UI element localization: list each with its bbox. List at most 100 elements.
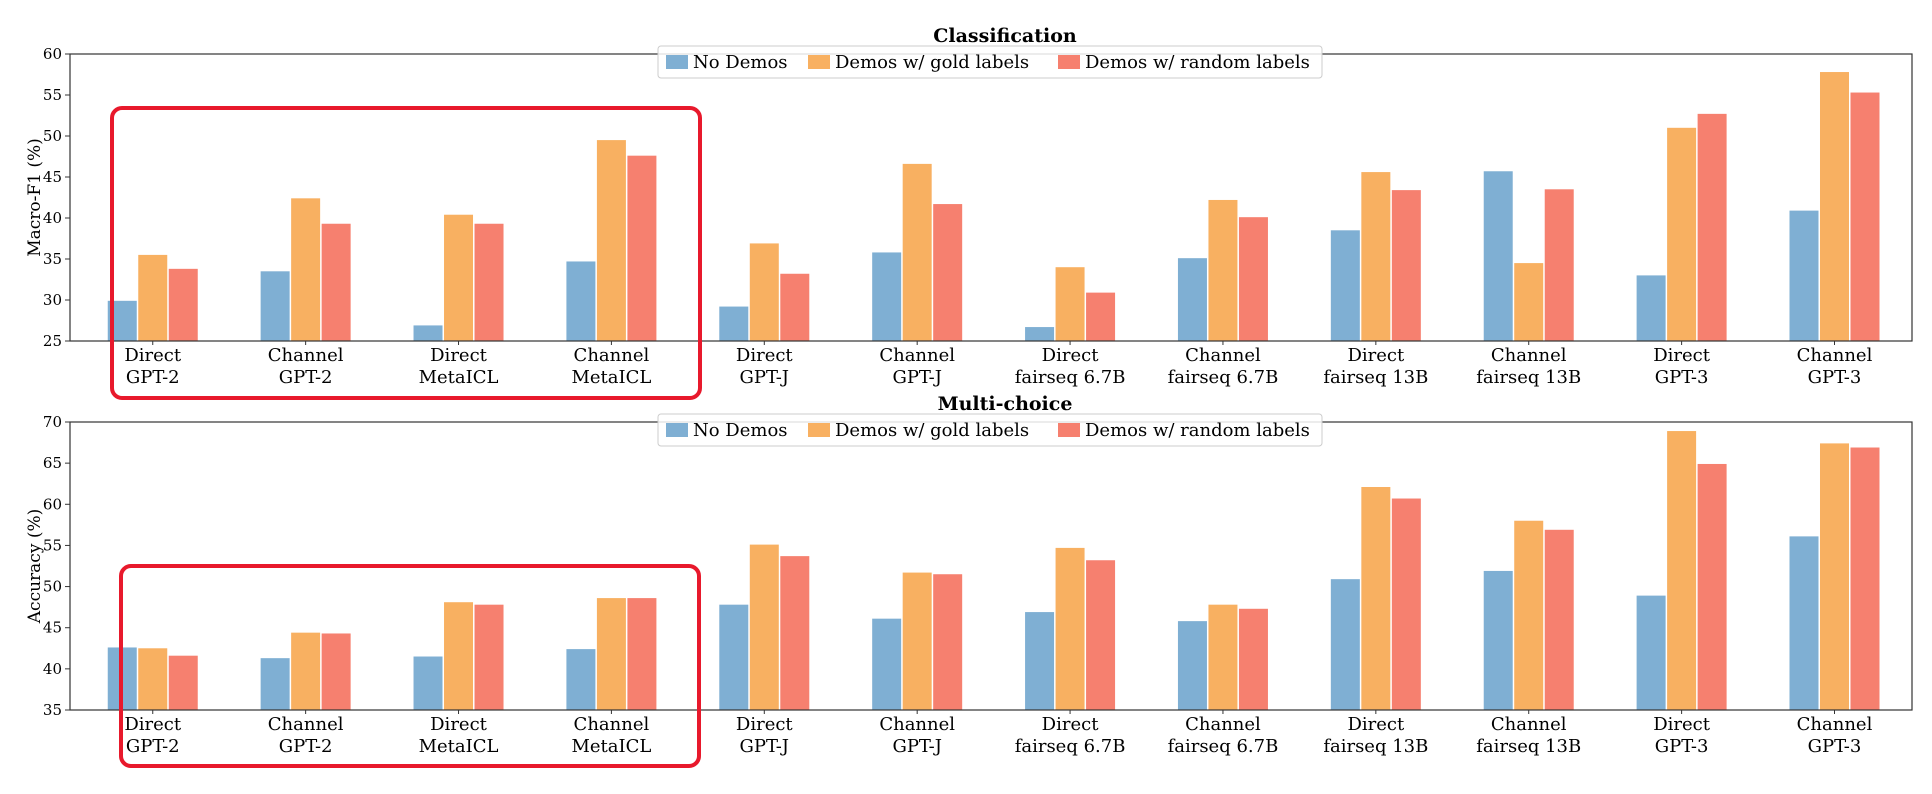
category-label-line2: MetaICL [571,736,651,757]
y-tick-label: 60 [43,45,62,63]
bar [902,163,932,341]
legend-swatch [1058,423,1080,437]
category-label-line2: fairseq 6.7B [1015,367,1126,388]
bar [138,254,168,341]
bar [1208,604,1238,710]
chart-multi-choice: Multi-choice 35 40 45 50 55 60 65 70 Accuracy (%)… [25,393,1913,768]
category-label-line1: Channel [574,345,650,366]
bar [1177,621,1207,710]
legend-swatch [666,55,688,69]
bar [1330,230,1360,341]
bar [902,572,932,710]
category-label-line1: Direct [1347,345,1405,366]
y-tick-label: 40 [43,209,62,227]
bar [1544,189,1574,341]
category-label-line1: Channel [1491,714,1567,735]
bar [1483,171,1513,341]
category-label-line1: Direct [430,345,488,366]
bar [780,556,810,710]
category-label-line2: GPT-J [740,736,789,757]
category-label-line2: GPT-3 [1655,736,1709,757]
chart-title: Classification [933,25,1077,47]
bar [1361,487,1391,710]
chart-classification: Classification 25 30 35 40 45 50 55 60 Macro-F1 (… [25,25,1913,400]
legend-swatch [1058,55,1080,69]
bar [474,223,504,341]
bar [933,574,963,710]
legend-label: Demos w/ random labels [1085,420,1310,441]
bar [321,223,351,341]
bar [719,604,749,710]
category-label-line2: fairseq 6.7B [1168,367,1279,388]
bar [933,204,963,341]
y-tick-label: 60 [43,495,62,513]
category-label-line1: Channel [574,714,650,735]
y-axis-label: Macro-F1 (%) [25,138,45,257]
bar [566,649,596,710]
bar [749,544,779,710]
bar [474,604,504,710]
bar [1483,570,1513,710]
category-label-line1: Direct [124,714,182,735]
bar [719,306,749,341]
bar [627,155,657,341]
category-label-line2: GPT-2 [126,367,180,388]
category-label-line2: fairseq 13B [1476,736,1581,757]
category-label-line1: Channel [1185,714,1261,735]
legend-label: No Demos [693,420,788,441]
category-label-line2: GPT-3 [1808,736,1862,757]
y-tick-label: 55 [43,536,62,554]
category-label-line2: GPT-3 [1655,367,1709,388]
category-label-line1: Channel [1797,714,1873,735]
bar [260,271,290,341]
legend-box [657,413,1323,447]
category-label-line1: Direct [736,345,794,366]
category-label-line1: Channel [268,345,344,366]
category-label-line2: GPT-2 [279,736,333,757]
category-label-line1: Channel [879,345,955,366]
category-label-line1: Direct [124,345,182,366]
category-label-line2: fairseq 13B [1323,736,1428,757]
bar [321,633,351,710]
bar [1086,292,1116,341]
bar [749,243,779,341]
bar [291,198,321,341]
bar [1636,595,1666,710]
category-label-line2: MetaICL [419,367,499,388]
bar [1238,217,1268,341]
chart-title: Multi-choice [938,393,1073,415]
bar [1667,127,1697,341]
category-label-line2: GPT-3 [1808,367,1862,388]
bar [413,656,443,710]
y-tick-label: 65 [43,454,62,472]
bar [1819,72,1849,341]
bar [1789,536,1819,710]
y-tick-label: 45 [43,619,62,637]
bar [566,261,596,341]
y-tick-label: 70 [43,413,62,431]
bar [627,598,657,710]
legend-swatch [808,423,830,437]
category-label-line1: Direct [736,714,794,735]
bar [1391,190,1421,341]
bar [291,632,321,710]
legend-box [657,45,1323,79]
legend-label: Demos w/ random labels [1085,52,1310,73]
bar [1667,431,1697,710]
bar [1819,443,1849,710]
bar [1208,199,1238,341]
category-label-line1: Channel [1491,345,1567,366]
legend-swatch [808,55,830,69]
category-label-line1: Direct [1653,714,1711,735]
y-axis-label: Accuracy (%) [25,509,45,624]
bar [872,252,902,341]
bar [1055,547,1085,710]
bar [1238,608,1268,710]
category-label-line2: MetaICL [571,367,651,388]
bar [1514,263,1544,341]
category-label-line1: Direct [1347,714,1405,735]
y-tick-label: 35 [43,701,62,719]
category-label-line1: Channel [1797,345,1873,366]
bar [872,618,902,710]
